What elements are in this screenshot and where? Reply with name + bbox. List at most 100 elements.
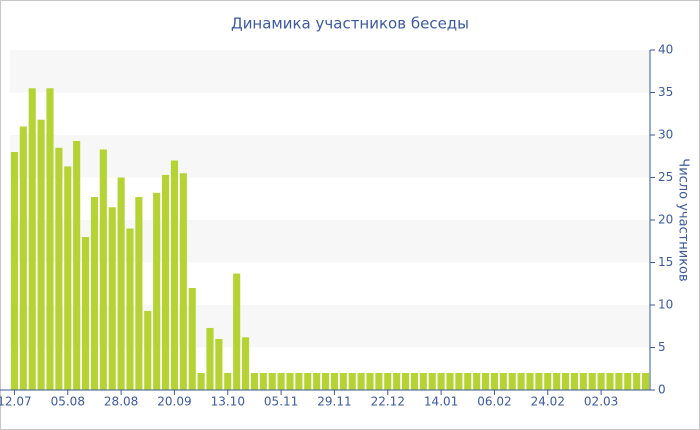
- bar: [446, 373, 454, 390]
- bar: [570, 373, 578, 390]
- bar: [633, 373, 641, 390]
- bar: [162, 174, 170, 390]
- x-tick-label: 12.07: [0, 395, 32, 409]
- bar: [375, 373, 383, 390]
- bar: [82, 237, 90, 390]
- bar: [339, 373, 347, 390]
- bar: [357, 373, 365, 390]
- bar: [215, 339, 223, 390]
- bar: [250, 373, 258, 390]
- bar: [499, 373, 507, 390]
- bands: [10, 50, 650, 348]
- bar: [135, 197, 143, 390]
- x-tick-label: 20.09: [157, 395, 191, 409]
- bar: [366, 373, 374, 390]
- bar: [330, 373, 338, 390]
- x-tick-label: 22.12: [371, 395, 405, 409]
- y-tick-label: 0: [658, 383, 666, 397]
- bar: [606, 373, 614, 390]
- y-tick-label: 20: [658, 213, 673, 227]
- bar: [268, 373, 276, 390]
- bar: [90, 197, 98, 390]
- grid-band: [10, 50, 650, 93]
- bar: [553, 373, 561, 390]
- bar: [304, 373, 312, 390]
- x-tick-label: 06.02: [477, 395, 511, 409]
- bar: [313, 373, 321, 390]
- bar: [19, 126, 27, 390]
- bar: [64, 166, 72, 390]
- y-tick-label: 35: [658, 85, 673, 99]
- bar: [46, 88, 54, 390]
- bar: [393, 373, 401, 390]
- bar: [402, 373, 410, 390]
- x-tick-label: 24.02: [531, 395, 565, 409]
- bar: [526, 373, 534, 390]
- bar: [277, 373, 285, 390]
- bar: [615, 373, 623, 390]
- y-tick-label: 30: [658, 128, 673, 142]
- bar: [117, 177, 125, 390]
- x-tick-label: 29.11: [317, 395, 351, 409]
- bar: [259, 373, 267, 390]
- bar: [482, 373, 490, 390]
- bar: [153, 192, 161, 390]
- bar: [384, 373, 392, 390]
- y-tick-label: 25: [658, 170, 673, 184]
- bar: [126, 228, 134, 390]
- x-tick-label: 28.08: [104, 395, 138, 409]
- y-tick-label: 10: [658, 298, 673, 312]
- bar: [242, 337, 250, 390]
- grid-band: [10, 135, 650, 178]
- bar: [170, 160, 178, 390]
- bar: [286, 373, 294, 390]
- bar: [473, 373, 481, 390]
- x-tick-label: 13.10: [211, 395, 245, 409]
- bar: [437, 373, 445, 390]
- bar: [188, 288, 196, 390]
- bar: [597, 373, 605, 390]
- bar: [544, 373, 552, 390]
- bar: [517, 373, 525, 390]
- bar: [419, 373, 427, 390]
- grid-band: [10, 305, 650, 348]
- chart-title: Динамика участников беседы: [231, 15, 469, 33]
- x-tick-label: 14.01: [424, 395, 458, 409]
- bar: [144, 310, 152, 390]
- bar: [348, 373, 356, 390]
- y-axis-label: Число участников: [676, 158, 691, 281]
- y-tick-label: 5: [658, 340, 666, 354]
- bar: [28, 88, 36, 390]
- y-tick-label: 40: [658, 43, 673, 57]
- bar: [10, 152, 18, 390]
- grid-band: [10, 220, 650, 263]
- bar: [73, 140, 81, 390]
- bar: [464, 373, 472, 390]
- bar: [233, 273, 241, 390]
- bar: [588, 373, 596, 390]
- bar: [579, 373, 587, 390]
- bar: [624, 373, 632, 390]
- bar: [295, 373, 303, 390]
- bar: [55, 147, 63, 390]
- bar: [224, 373, 232, 390]
- bar: [37, 119, 45, 390]
- bar: [206, 327, 214, 390]
- bar: [455, 373, 463, 390]
- bar: [562, 373, 570, 390]
- x-tick-label: 02.03: [584, 395, 618, 409]
- bar: [535, 373, 543, 390]
- x-tick-label: 05.08: [51, 395, 85, 409]
- bar: [490, 373, 498, 390]
- bar: [642, 373, 650, 390]
- bar: [428, 373, 436, 390]
- bar: [179, 173, 187, 390]
- bar: [99, 149, 107, 390]
- bar: [322, 373, 330, 390]
- bar: [108, 207, 116, 390]
- bar: [410, 373, 418, 390]
- bar: [197, 373, 205, 390]
- bar: [508, 373, 516, 390]
- x-tick-label: 05.11: [264, 395, 298, 409]
